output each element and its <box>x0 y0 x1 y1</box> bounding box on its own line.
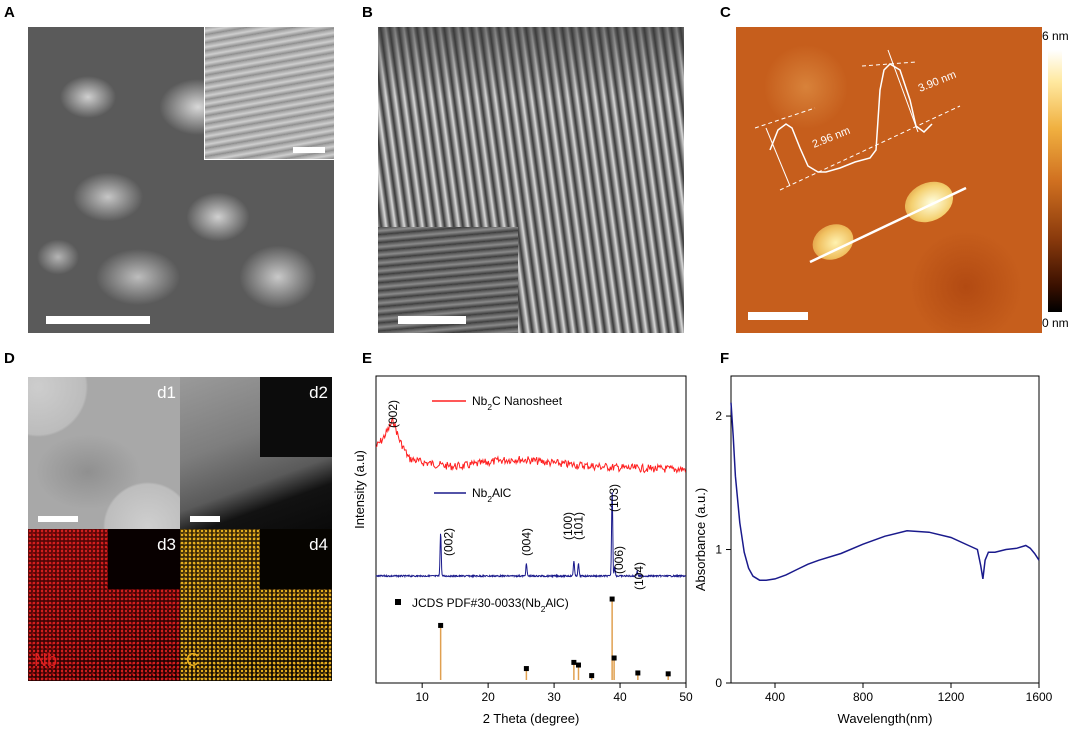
series-nb2alc <box>375 492 687 579</box>
x-tick-label: 400 <box>765 690 785 704</box>
panel-label-f: F <box>720 350 730 367</box>
y-axis-label: Intensity (a.u) <box>352 450 367 529</box>
colorbar-min-label: 0 nm <box>1042 316 1069 330</box>
scale-bar <box>46 316 150 324</box>
element-label-c: C <box>186 650 199 670</box>
inset-scale-bar <box>293 147 325 153</box>
sem-inset <box>204 27 334 160</box>
series-nb2c-nanosheet <box>375 417 686 474</box>
colorbar-max-label: 6 nm <box>1042 29 1069 43</box>
peak-label: (100) <box>561 512 575 540</box>
panel-label-a: A <box>4 4 15 21</box>
absorbance-chart: 400 800 1200 1600 0 1 2 Wavelength(nm) Absorbanc… <box>693 375 1053 726</box>
scale-bar <box>748 312 808 320</box>
peak-label: (104) <box>632 562 646 590</box>
reference-marker <box>571 659 577 665</box>
x-tick-label: 20 <box>481 690 495 704</box>
peak-label: (103) <box>607 484 621 512</box>
peak-label: (002) <box>442 528 456 556</box>
y-tick-label: 1 <box>715 543 722 557</box>
eds-map-c-d4: d4 C <box>180 529 332 681</box>
legend-nb2alc: Nb2AlC <box>472 486 512 504</box>
y-tick-label: 0 <box>715 676 722 690</box>
scale-bar <box>398 316 466 324</box>
x-tick-label: 1600 <box>1026 690 1053 704</box>
reference-marker <box>611 655 617 661</box>
plot-frame <box>730 375 1040 684</box>
eds-map-nb-d3: d3 Nb <box>28 529 180 681</box>
reference-marker <box>609 596 615 602</box>
peak-label: (006) <box>612 546 626 574</box>
series-absorbance <box>730 402 1040 581</box>
tem-tile-d1: d1 <box>28 377 180 529</box>
legend-marker-reference <box>395 599 401 605</box>
reference-marker <box>589 673 595 679</box>
y-axis-label: Absorbance (a.u.) <box>693 488 708 591</box>
tile-label-d3: d3 <box>157 535 176 554</box>
reference-marker <box>665 671 671 677</box>
panel-label-c: C <box>720 4 731 21</box>
reference-marker <box>523 666 529 672</box>
peak-label: (101) <box>571 512 585 540</box>
tile-label-d2: d2 <box>309 383 328 402</box>
panel-label-e: E <box>362 350 373 367</box>
x-tick-label: 30 <box>547 690 561 704</box>
peak-label: (002) <box>386 400 400 428</box>
afm-height-2: 3.90 nm <box>917 69 958 95</box>
reference-marker <box>438 622 444 628</box>
element-label-nb: Nb <box>34 650 58 670</box>
legend-nanosheet: Nb2C Nanosheet <box>472 394 563 412</box>
x-tick-label: 10 <box>415 690 429 704</box>
afm-annotations <box>754 49 967 264</box>
x-axis-label: 2 Theta (degree) <box>483 711 580 726</box>
afm-line-scan <box>809 186 967 264</box>
plot-frame <box>375 375 687 684</box>
tile-label-d4: d4 <box>309 535 328 554</box>
scale-bar <box>190 516 220 522</box>
y-tick-label: 2 <box>715 409 722 423</box>
x-tick-label: 1200 <box>938 690 965 704</box>
sem-image-a <box>28 27 334 333</box>
xrd-chart: 10 20 30 40 50 2 Theta (degree) Intensity (a.u… <box>352 375 693 726</box>
panel-label-d: D <box>4 350 15 367</box>
peak-label: (004) <box>519 528 533 556</box>
afm-height-1: 2.96 nm <box>811 125 852 151</box>
sem-image-b <box>378 27 684 333</box>
reference-marker <box>575 662 581 668</box>
x-tick-label: 50 <box>679 690 693 704</box>
haadf-tile-d2: d2 <box>180 377 332 529</box>
x-axis-label: Wavelength(nm) <box>838 711 933 726</box>
panel-label-b: B <box>362 4 373 21</box>
x-tick-label: 40 <box>613 690 627 704</box>
afm-colorbar <box>1048 50 1062 312</box>
afm-image <box>736 27 1042 333</box>
reference-marker <box>635 670 641 676</box>
tile-label-d1: d1 <box>157 383 176 402</box>
scale-bar <box>38 516 78 522</box>
x-tick-label: 800 <box>853 690 873 704</box>
legend-reference: JCDS PDF#30-0033(Nb2AlC) <box>412 596 569 614</box>
